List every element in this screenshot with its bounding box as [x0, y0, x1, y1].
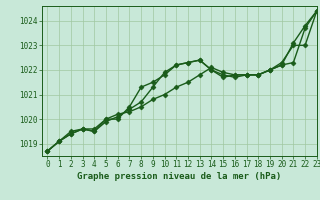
X-axis label: Graphe pression niveau de la mer (hPa): Graphe pression niveau de la mer (hPa) — [77, 172, 281, 181]
